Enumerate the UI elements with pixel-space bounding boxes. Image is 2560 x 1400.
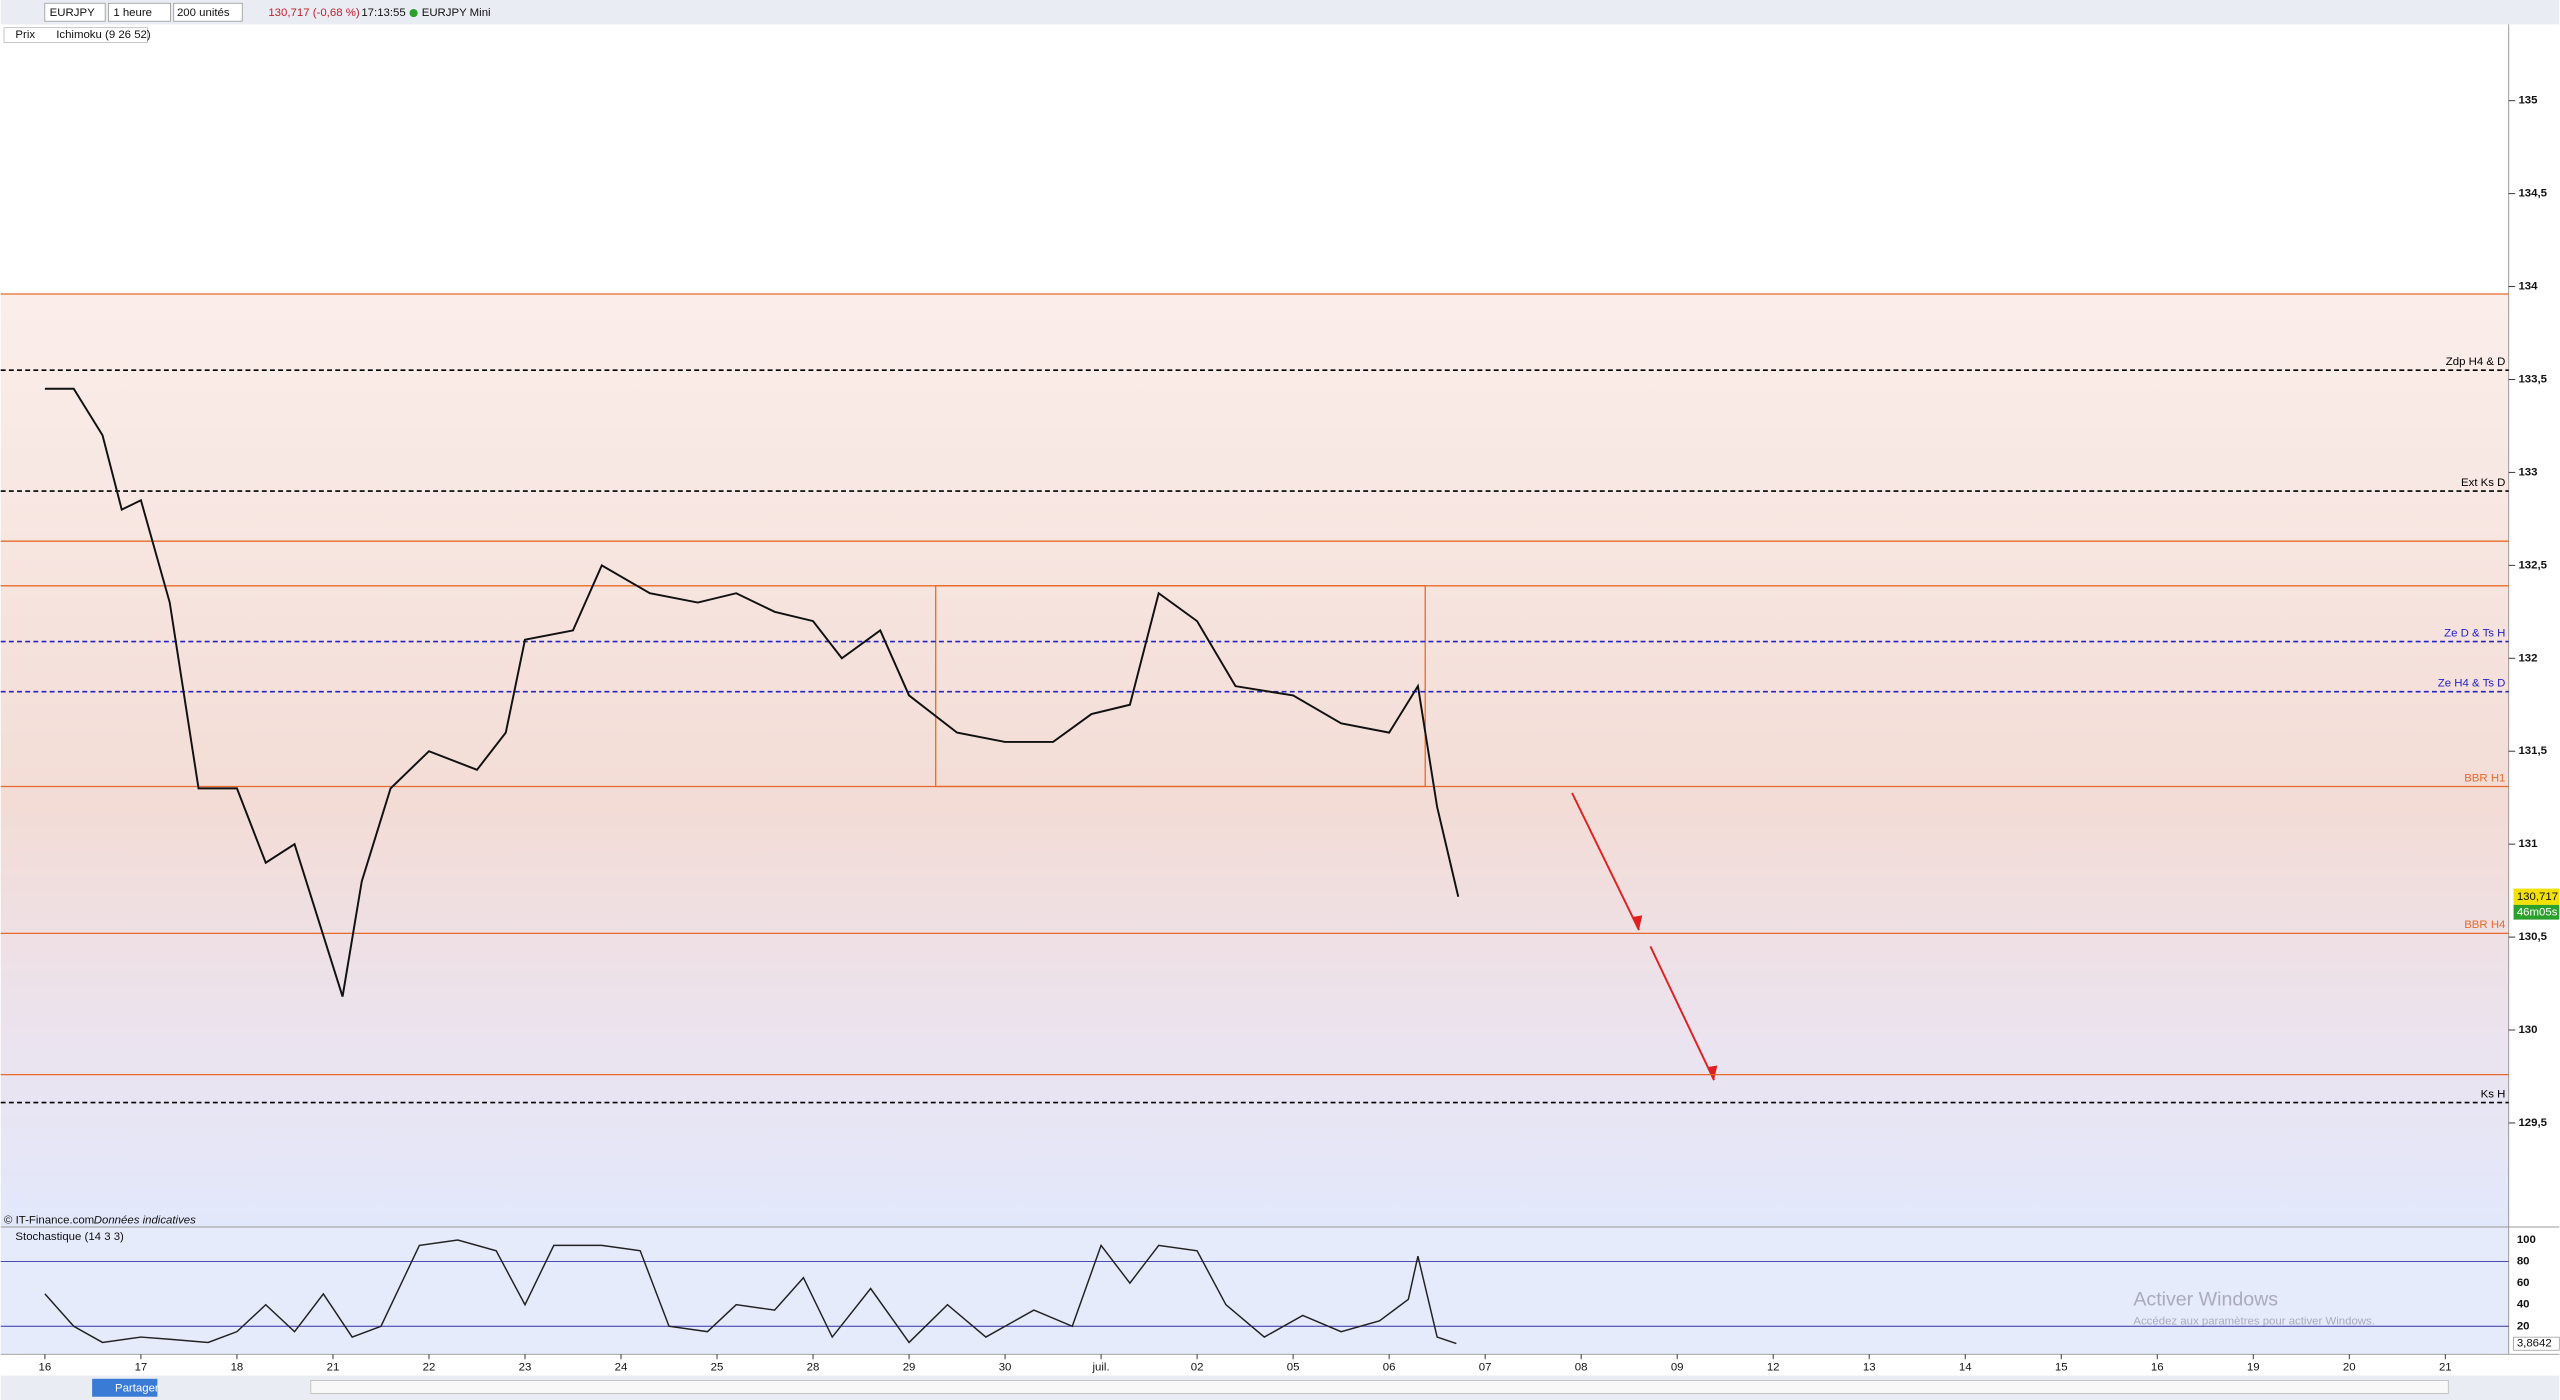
level-label: Zdp H4 & D: [2446, 356, 2506, 368]
x-tick-label: 16: [39, 1361, 52, 1373]
watermark: Accédez aux paramètres pour activer Wind…: [2133, 1316, 2375, 1328]
stoch-line: [44, 1239, 1457, 1345]
last-price-box: [2513, 888, 2560, 905]
x-tick-label: 28: [807, 1361, 820, 1373]
timeframe[interactable]: 1 heure: [113, 7, 152, 19]
x-tick-label: 18: [231, 1361, 244, 1373]
x-tick-label: juil.: [1092, 1361, 1110, 1373]
level-label: Ext Ks D: [2461, 477, 2505, 489]
plot-bg: [0, 293, 2509, 1228]
y-tick-label: 135: [2518, 95, 2538, 107]
units[interactable]: 200 unités: [177, 7, 230, 19]
countdown: 46m05s: [2517, 906, 2558, 918]
legend-item[interactable]: Prix: [15, 29, 35, 41]
price-axis-bg: [2508, 24, 2560, 1355]
time: 17:13:55: [361, 7, 405, 19]
plot-bg-top: [0, 24, 2509, 294]
quote: 130,717 (-0,68 %): [268, 7, 360, 19]
last-price: 130,717: [2517, 891, 2558, 903]
level-label: Ze H4 & Ts D: [2438, 678, 2506, 690]
x-tick-label: 08: [1575, 1361, 1588, 1373]
x-tick-label: 21: [2439, 1361, 2452, 1373]
x-tick-label: 14: [1959, 1361, 1972, 1373]
level-label: BBR H1: [2464, 772, 2505, 784]
y-tick-label: 130,5: [2518, 931, 2547, 943]
x-tick-label: 17: [135, 1361, 148, 1373]
instrument: EURJPY Mini: [422, 7, 491, 19]
stoch-last-box: [2513, 1336, 2560, 1351]
arrow: [1649, 945, 1715, 1081]
share-button[interactable]: [92, 1378, 158, 1397]
x-tick-label: 24: [615, 1361, 628, 1373]
x-tick-label: 07: [1479, 1361, 1492, 1373]
y-tick-label: 133,5: [2518, 373, 2547, 385]
symbol[interactable]: EURJPY: [50, 7, 95, 19]
source: © IT-Finance.com: [4, 1215, 94, 1227]
x-tick-label: 30: [999, 1361, 1012, 1373]
stoch-tick-label: 20: [2517, 1320, 2530, 1332]
level-label: Ze D & Ts H: [2444, 627, 2505, 639]
stoch-tick-label: 80: [2517, 1256, 2530, 1268]
x-tick-label: 22: [423, 1361, 436, 1373]
symbol-field[interactable]: [44, 2, 106, 22]
x-tick-label: 23: [519, 1361, 532, 1373]
x-tick-label: 02: [1191, 1361, 1204, 1373]
x-tick-label: 15: [2055, 1361, 2068, 1373]
x-tick-label: 13: [1863, 1361, 1876, 1373]
y-tick-label: 129,5: [2518, 1117, 2547, 1129]
share-label[interactable]: Partager: [115, 1383, 159, 1395]
x-tick-label: 06: [1383, 1361, 1396, 1373]
y-tick-label: 131: [2518, 838, 2538, 850]
level-label: Ks H: [2481, 1088, 2506, 1100]
countdown-box: [2513, 904, 2560, 920]
y-tick-label: 132,5: [2518, 559, 2547, 571]
y-tick-label: 130: [2518, 1024, 2537, 1036]
units-field[interactable]: [173, 2, 243, 22]
y-tick-label: 134,5: [2518, 188, 2547, 200]
level-label: BBR H4: [2464, 919, 2506, 931]
y-tick-label: 134: [2518, 281, 2538, 293]
x-tick-label: 16: [2151, 1361, 2164, 1373]
y-tick-label: 133: [2518, 466, 2537, 478]
watermark: Activer Windows: [2133, 1289, 2278, 1311]
x-tick-label: 25: [711, 1361, 724, 1373]
arrow: [1571, 792, 1640, 931]
price-line: [44, 387, 1460, 997]
legend-item[interactable]: Ichimoku (9 26 52): [56, 29, 151, 41]
stoch-tick-label: 100: [2517, 1234, 2536, 1246]
stoch-tick-label: 60: [2517, 1277, 2530, 1289]
scrollbar[interactable]: [310, 1380, 2449, 1394]
legend-box: [3, 27, 148, 43]
x-tick-label: 20: [2343, 1361, 2356, 1373]
x-tick-label: 12: [1767, 1361, 1780, 1373]
y-tick-label: 131,5: [2518, 745, 2547, 757]
x-tick-label: 21: [327, 1361, 340, 1373]
x-tick-label: 19: [2247, 1361, 2260, 1373]
timeframe-field[interactable]: [108, 2, 171, 22]
x-tick-label: 05: [1287, 1361, 1300, 1373]
y-tick-label: 132: [2518, 652, 2537, 664]
x-tick-label: 29: [903, 1361, 916, 1373]
top-toolbar: [0, 0, 2560, 25]
source-note: Données indicatives: [94, 1215, 196, 1227]
stoch-tick-label: 40: [2517, 1299, 2530, 1311]
stoch-title: Stochastique (14 3 3): [15, 1231, 124, 1243]
x-tick-label: 09: [1671, 1361, 1684, 1373]
stoch-last: 3,8642: [2517, 1338, 2552, 1350]
